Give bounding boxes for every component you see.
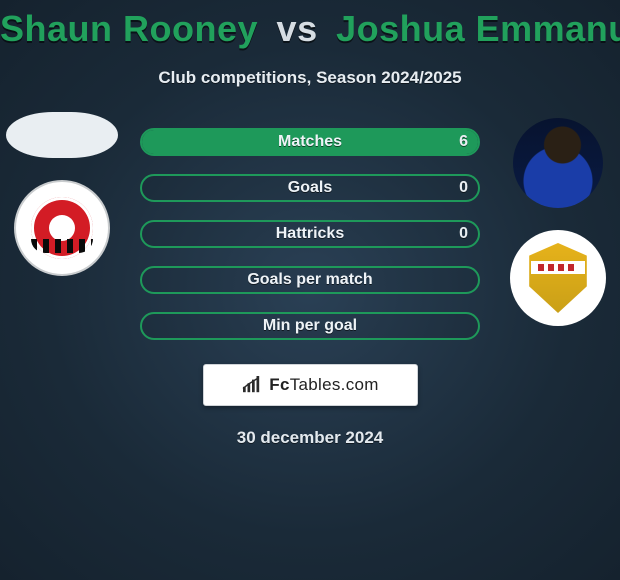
right-player-column [498, 118, 618, 326]
stat-value-right: 0 [459, 222, 468, 246]
player1-avatar [6, 112, 118, 158]
brand-text: FcTables.com [269, 375, 378, 395]
player2-avatar [513, 118, 603, 208]
player2-name: Joshua Emmanuel [336, 8, 620, 49]
player2-club-crest [510, 230, 606, 326]
vs-separator: vs [277, 8, 318, 49]
brand-badge[interactable]: FcTables.com [203, 364, 418, 406]
comparison-title: Shaun Rooney vs Joshua Emmanuel [0, 0, 620, 50]
subtitle: Club competitions, Season 2024/2025 [0, 68, 620, 88]
stat-label: Goals per match [247, 271, 372, 289]
snapshot-date: 30 december 2024 [0, 428, 620, 448]
stat-value-right: 0 [459, 176, 468, 200]
stat-label: Min per goal [263, 317, 357, 335]
stats-list: Matches 6 Goals 0 Hattricks 0 Goals per match M… [140, 128, 480, 340]
stat-label: Goals [288, 179, 332, 197]
brand-prefix: Fc [269, 375, 289, 394]
stat-label: Hattricks [276, 225, 344, 243]
stat-value-right: 6 [459, 130, 468, 154]
stat-row: Matches 6 [140, 128, 480, 156]
player1-club-crest [14, 180, 110, 276]
stat-row: Min per goal [140, 312, 480, 340]
player1-name: Shaun Rooney [0, 8, 258, 49]
brand-suffix: Tables.com [290, 375, 379, 394]
stat-row: Hattricks 0 [140, 220, 480, 248]
chart-icon [241, 376, 263, 394]
stat-label: Matches [278, 133, 342, 151]
left-player-column [2, 112, 122, 276]
stat-row: Goals 0 [140, 174, 480, 202]
stat-row: Goals per match [140, 266, 480, 294]
